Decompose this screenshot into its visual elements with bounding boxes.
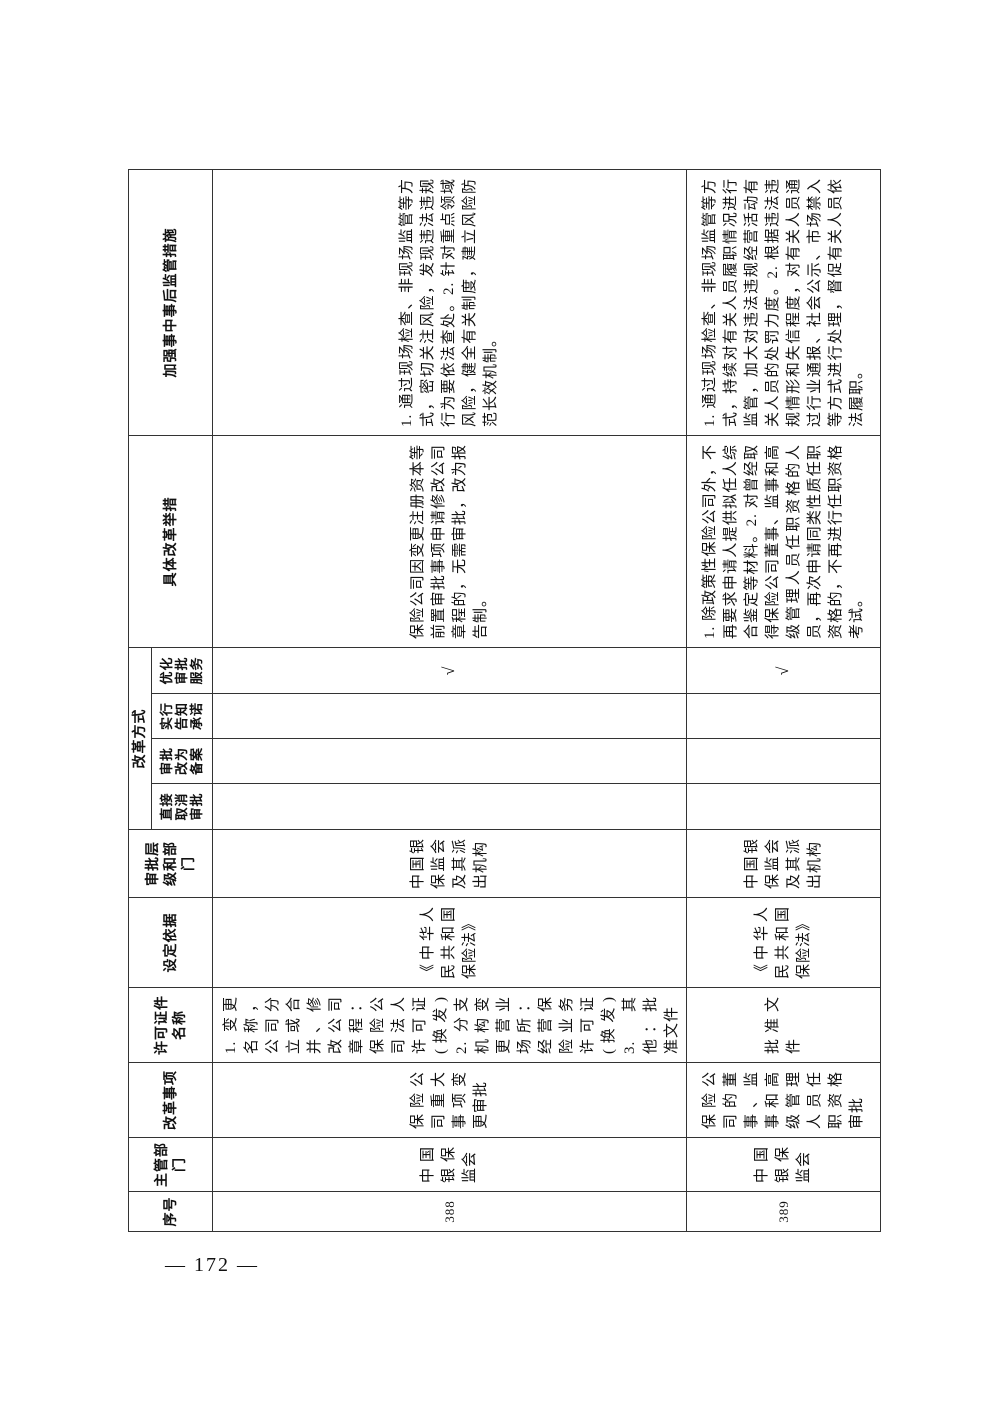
cell-basis: 《中华人民共和国保险法》: [212, 897, 687, 988]
cell-m1: [212, 783, 687, 830]
rotated-table-container: 序号 主管部门 改革事项 许可证件名称 设定依据 审批层级和部门 改革方式 具体…: [128, 169, 881, 1232]
header-level: 审批层级和部门: [128, 829, 213, 898]
cell-measures: 1. 除政策性保险公司外，不再要求申请人提供拟任人综合鉴定等材料。2. 对曾经取…: [686, 435, 881, 648]
header-m4: 优化审批服务: [151, 647, 213, 694]
table-row: 388 中国银保监会 保险公司重大事项变更审批 1. 变更名称，公司分立或合并、…: [212, 169, 687, 1232]
header-supervision: 加强事中事后监管措施: [128, 169, 213, 436]
cell-level: 中国银保监会及其派出机构: [212, 829, 687, 898]
table-row: 389 中国银保监会 保险公司的董事、监事和高级管理人员任职资格审批 批准文件 …: [686, 169, 881, 1232]
header-dept: 主管部门: [128, 1137, 213, 1192]
header-method: 改革方式: [128, 647, 152, 830]
header-license: 许可证件名称: [128, 987, 213, 1063]
cell-m3: [212, 693, 687, 739]
header-m3: 实行告知承诺: [151, 693, 213, 739]
header-basis: 设定依据: [128, 897, 213, 988]
header-m2: 审批改为备案: [151, 738, 213, 784]
reform-table: 序号 主管部门 改革事项 许可证件名称 设定依据 审批层级和部门 改革方式 具体…: [128, 169, 881, 1232]
header-item: 改革事项: [128, 1062, 213, 1138]
check-mark: √: [212, 647, 687, 694]
page-number: — 172 —: [165, 1254, 259, 1276]
cell-license: 1. 变更名称，公司分立或合并、修改公司章程：保险公司法人许可证(换发) 2. …: [212, 987, 687, 1063]
cell-supervision: 1. 通过现场检查、非现场监管等方式，持续对有关人员履职情况进行监管，加大对违法…: [686, 169, 881, 436]
cell-m3: [686, 693, 881, 739]
cell-measures: 保险公司因变更注册资本等前置审批事项申请修改公司章程的，无需审批，改为报告制。: [212, 435, 687, 648]
cell-level: 中国银保监会及其派出机构: [686, 829, 881, 898]
cell-m2: [212, 738, 687, 784]
header-measures: 具体改革举措: [128, 435, 213, 648]
cell-m2: [686, 738, 881, 784]
cell-basis: 《中华人民共和国保险法》: [686, 897, 881, 988]
header-seq: 序号: [128, 1191, 213, 1232]
header-m1: 直接取消审批: [151, 783, 213, 830]
cell-seq: 388: [212, 1191, 687, 1232]
cell-license: 批准文件: [686, 987, 881, 1063]
cell-item: 保险公司的董事、监事和高级管理人员任职资格审批: [686, 1062, 881, 1138]
cell-supervision: 1. 通过现场检查、非现场监管等方式，密切关注风险，发现违法违规行为要依法查处。…: [212, 169, 687, 436]
cell-dept: 中国银保监会: [212, 1137, 687, 1192]
cell-seq: 389: [686, 1191, 881, 1232]
cell-item: 保险公司重大事项变更审批: [212, 1062, 687, 1138]
cell-dept: 中国银保监会: [686, 1137, 881, 1192]
cell-m1: [686, 783, 881, 830]
check-mark: √: [686, 647, 881, 694]
